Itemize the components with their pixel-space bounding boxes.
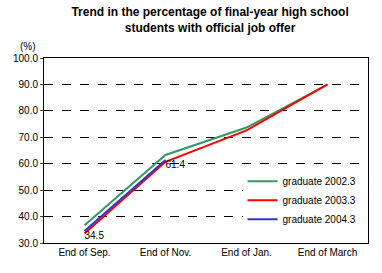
svg-text:30.0: 30.0 xyxy=(19,238,39,249)
svg-text:61.4: 61.4 xyxy=(166,159,186,170)
svg-text:(%): (%) xyxy=(20,41,36,52)
svg-text:graduate 2004.3: graduate 2004.3 xyxy=(283,214,356,225)
svg-text:34.5: 34.5 xyxy=(85,230,105,241)
svg-text:End of March: End of March xyxy=(298,247,357,258)
svg-text:End of Sep.: End of Sep. xyxy=(58,247,110,258)
svg-text:90.0: 90.0 xyxy=(19,79,39,90)
svg-text:graduate 2002.3: graduate 2002.3 xyxy=(283,176,356,187)
svg-text:40.0: 40.0 xyxy=(19,211,39,222)
svg-text:70.0: 70.0 xyxy=(19,132,39,143)
svg-text:Trend in the percentage of fin: Trend in the percentage of final-year hi… xyxy=(71,5,348,35)
svg-text:60.0: 60.0 xyxy=(19,158,39,169)
svg-text:80.0: 80.0 xyxy=(19,105,39,116)
svg-text:End of Nov.: End of Nov. xyxy=(140,247,192,258)
svg-text:100.0: 100.0 xyxy=(13,53,38,64)
svg-text:graduate 2003.3: graduate 2003.3 xyxy=(283,195,356,206)
svg-text:End of Jan.: End of Jan. xyxy=(221,247,272,258)
svg-text:50.0: 50.0 xyxy=(19,185,39,196)
